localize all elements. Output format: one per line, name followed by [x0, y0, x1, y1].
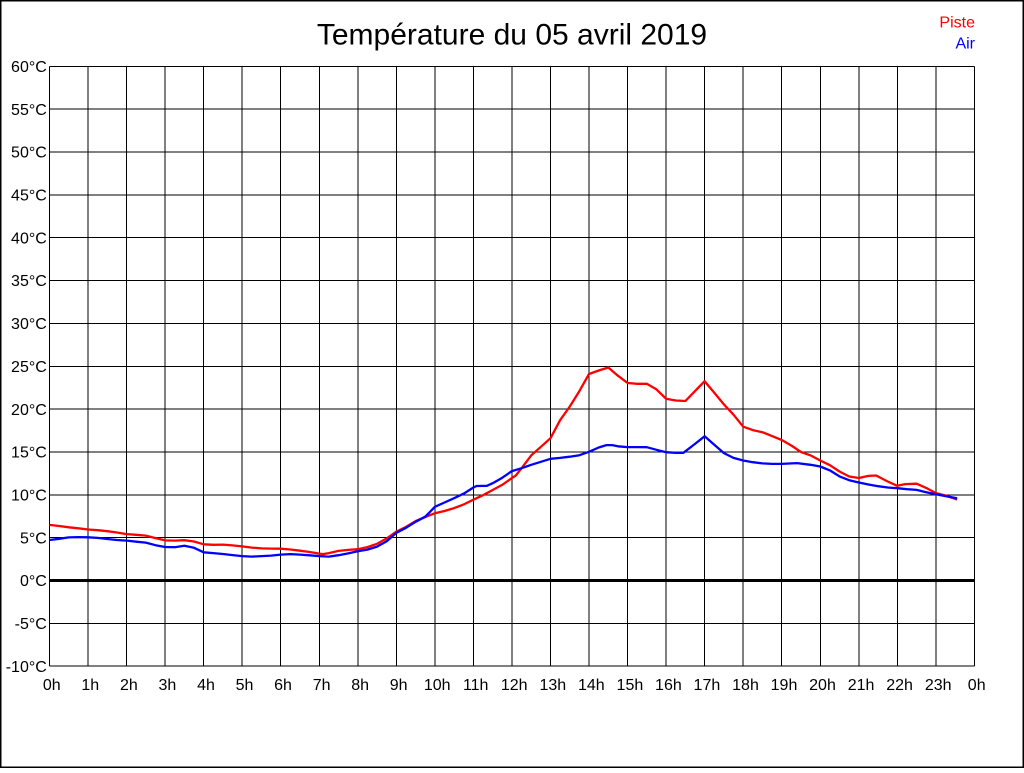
svg-text:2h: 2h	[120, 677, 138, 694]
svg-text:11h: 11h	[463, 677, 489, 694]
svg-text:55°C: 55°C	[11, 102, 47, 119]
svg-text:8h: 8h	[351, 677, 369, 694]
svg-text:Température du 05 avril 2019: Température du 05 avril 2019	[317, 19, 707, 52]
svg-text:60°C: 60°C	[11, 59, 47, 76]
svg-text:50°C: 50°C	[11, 145, 47, 162]
svg-text:0h: 0h	[43, 677, 61, 694]
svg-text:15h: 15h	[617, 677, 644, 694]
svg-text:15°C: 15°C	[11, 445, 47, 462]
svg-text:5°C: 5°C	[20, 530, 47, 547]
svg-text:18h: 18h	[732, 677, 759, 694]
svg-text:-5°C: -5°C	[15, 616, 47, 633]
svg-text:40°C: 40°C	[11, 230, 47, 247]
svg-text:14h: 14h	[578, 677, 605, 694]
svg-text:6h: 6h	[274, 677, 292, 694]
svg-text:4h: 4h	[197, 677, 215, 694]
svg-text:10°C: 10°C	[11, 488, 47, 505]
svg-text:22h: 22h	[886, 677, 913, 694]
svg-text:17h: 17h	[694, 677, 721, 694]
svg-text:12h: 12h	[501, 677, 528, 694]
svg-text:19h: 19h	[771, 677, 798, 694]
svg-text:30°C: 30°C	[11, 316, 47, 333]
svg-text:5h: 5h	[236, 677, 254, 694]
svg-text:20h: 20h	[809, 677, 836, 694]
svg-text:Air: Air	[955, 36, 975, 53]
svg-text:23h: 23h	[925, 677, 952, 694]
svg-text:Piste: Piste	[939, 14, 975, 31]
svg-text:10h: 10h	[424, 677, 451, 694]
svg-text:0h: 0h	[968, 677, 986, 694]
svg-text:0°C: 0°C	[20, 573, 47, 590]
svg-text:25°C: 25°C	[11, 359, 47, 376]
svg-text:45°C: 45°C	[11, 188, 47, 205]
svg-text:7h: 7h	[313, 677, 331, 694]
svg-text:1h: 1h	[81, 677, 99, 694]
svg-text:16h: 16h	[655, 677, 682, 694]
svg-text:9h: 9h	[390, 677, 408, 694]
svg-text:35°C: 35°C	[11, 273, 47, 290]
svg-text:21h: 21h	[848, 677, 875, 694]
svg-text:-10°C: -10°C	[6, 659, 47, 676]
svg-text:3h: 3h	[159, 677, 177, 694]
svg-text:13h: 13h	[539, 677, 566, 694]
svg-text:20°C: 20°C	[11, 402, 47, 419]
